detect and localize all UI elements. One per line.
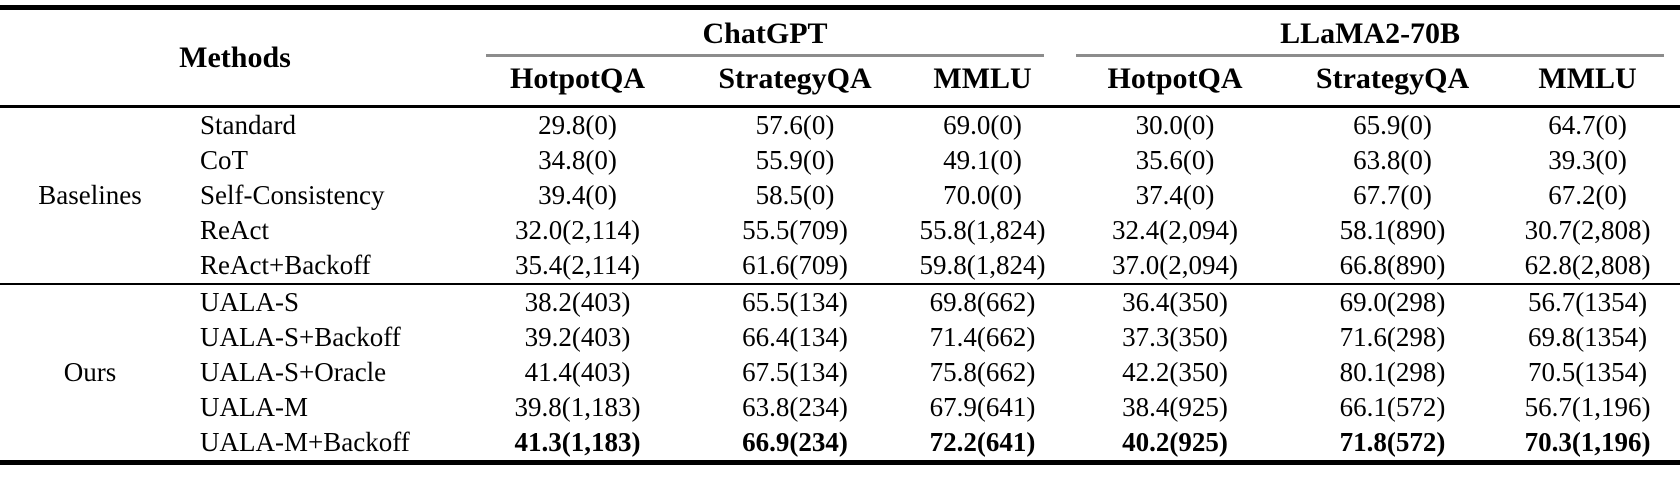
value-cell: 80.1(298)	[1339, 357, 1446, 388]
method-name: Self-Consistency	[200, 180, 385, 211]
method-name: Standard	[200, 110, 296, 141]
value-cell: 55.8(1,824)	[919, 215, 1046, 246]
value-cell: 69.0(0)	[943, 110, 1022, 141]
value-cell: 57.6(0)	[755, 110, 835, 141]
table-row-uala-s: Ours UALA-S 38.2(403) 65.5(134) 69.8(662…	[0, 283, 1680, 463]
model-group-llama2-70b: LLaMA2-70B	[1060, 8, 1680, 57]
value-cell: 56.7(1,196)	[1524, 392, 1651, 423]
table-body: Baselines Standard 29.8(0) 57.6(0) 69.0(…	[0, 107, 1680, 463]
method-name: UALA-S	[170, 283, 471, 320]
method-name: ReAct+Backoff	[200, 250, 371, 281]
value-cell: 64.7(0)	[1548, 110, 1627, 141]
value-cell: 37.0(2,094)	[1112, 250, 1239, 281]
results-table: Methods ChatGPT LLaMA2-70B HotpotQA Stra…	[0, 5, 1680, 465]
method-name: UALA-S+Backoff	[200, 322, 401, 353]
dataset-header-row: HotpotQA StrategyQA MMLU HotpotQA Strate…	[0, 57, 1680, 108]
col-header-llama-mmlu: MMLU	[1495, 57, 1680, 108]
value-cell: 38.4(925)	[1122, 392, 1228, 423]
value-cell: 63.8(0)	[1353, 145, 1432, 176]
value-cell: 61.6(709)	[742, 250, 848, 281]
value-cell: 41.4(403)	[524, 357, 631, 388]
value-cell: 39.8(1,183)	[514, 392, 641, 423]
value-cell: 66.9(234)	[742, 427, 848, 458]
table-row-uala-m: UALA-M 39.8(1,183) 63.8(234) 67.9(641) 3…	[0, 390, 1680, 425]
value-cell: 66.8(890)	[1339, 250, 1446, 281]
value-cell: 41.3(1,183)	[514, 427, 641, 458]
model-group-llama2-70b-label: LLaMA2-70B	[1076, 17, 1665, 57]
value-cell: 40.2(925)	[1122, 427, 1228, 458]
section-label-baselines: Baselines	[38, 180, 142, 211]
value-cell: 66.4(134)	[742, 322, 848, 353]
value-cell: 69.8(662)	[905, 283, 1061, 320]
table-header: Methods ChatGPT LLaMA2-70B HotpotQA Stra…	[0, 7, 1680, 108]
value-cell: 56.7(1354)	[1495, 283, 1680, 320]
value-cell: 39.4(0)	[538, 180, 617, 211]
method-name: UALA-M+Backoff	[200, 427, 410, 458]
method-name: UALA-S+Oracle	[200, 357, 387, 388]
value-cell: 65.9(0)	[1353, 110, 1432, 141]
value-cell: 32.4(2,094)	[1112, 215, 1239, 246]
value-cell: 67.7(0)	[1353, 180, 1432, 211]
table-row-uala-s-oracle: UALA-S+Oracle 41.4(403) 67.5(134) 75.8(6…	[0, 355, 1680, 390]
value-cell: 37.3(350)	[1122, 322, 1228, 353]
col-header-chatgpt-strategyqa: StrategyQA	[685, 57, 906, 108]
value-cell: 38.2(403)	[470, 283, 686, 320]
col-header-llama-hotpotqa: HotpotQA	[1060, 57, 1291, 108]
value-cell: 34.8(0)	[538, 145, 617, 176]
value-cell: 58.1(890)	[1339, 215, 1446, 246]
value-cell: 35.6(0)	[1135, 145, 1215, 176]
methods-column-header: Methods	[0, 7, 471, 108]
value-cell: 69.0(298)	[1290, 283, 1496, 320]
table-row-uala-s-backoff: UALA-S+Backoff 39.2(403) 66.4(134) 71.4(…	[0, 320, 1680, 355]
col-header-chatgpt-mmlu: MMLU	[905, 57, 1061, 108]
section-label-ours: Ours	[0, 283, 170, 463]
value-cell: 75.8(662)	[929, 357, 1036, 388]
value-cell: 71.6(298)	[1339, 322, 1446, 353]
value-cell: 70.3(1,196)	[1524, 427, 1651, 458]
value-cell: 70.0(0)	[943, 180, 1022, 211]
value-cell: 69.8(1354)	[1527, 322, 1648, 353]
value-cell: 67.9(641)	[929, 392, 1036, 423]
table-row-react-backoff: ReAct+Backoff 35.4(2,114) 61.6(709) 59.8…	[0, 248, 1680, 284]
value-cell: 36.4(350)	[1060, 283, 1291, 320]
value-cell: 29.8(0)	[538, 110, 617, 141]
value-cell: 65.5(134)	[685, 283, 906, 320]
table-row-react: ReAct 32.0(2,114) 55.5(709) 55.8(1,824) …	[0, 213, 1680, 248]
table-row-cot: CoT 34.8(0) 55.9(0) 49.1(0) 35.6(0) 63.8…	[0, 143, 1680, 178]
value-cell: 71.4(662)	[929, 322, 1036, 353]
method-name: ReAct	[200, 215, 269, 246]
value-cell: 32.0(2,114)	[515, 215, 640, 246]
value-cell: 30.0(0)	[1135, 110, 1215, 141]
col-header-llama-strategyqa: StrategyQA	[1290, 57, 1496, 108]
value-cell: 67.2(0)	[1548, 180, 1627, 211]
value-cell: 62.8(2,808)	[1524, 250, 1651, 281]
value-cell: 59.8(1,824)	[919, 250, 1046, 281]
value-cell: 72.2(641)	[929, 427, 1036, 458]
method-name: CoT	[200, 145, 249, 176]
value-cell: 39.3(0)	[1548, 145, 1627, 176]
value-cell: 70.5(1354)	[1527, 357, 1648, 388]
value-cell: 67.5(134)	[742, 357, 848, 388]
model-group-chatgpt: ChatGPT	[470, 8, 1060, 57]
value-cell: 49.1(0)	[943, 145, 1022, 176]
value-cell: 42.2(350)	[1122, 357, 1228, 388]
model-group-row: Methods ChatGPT LLaMA2-70B	[0, 7, 1680, 108]
value-cell: 37.4(0)	[1135, 180, 1215, 211]
table-row-self-consistency: Self-Consistency 39.4(0) 58.5(0) 70.0(0)…	[0, 178, 1680, 213]
col-header-chatgpt-hotpotqa: HotpotQA	[470, 57, 686, 108]
method-name: UALA-M	[200, 392, 308, 423]
table-row-uala-m-backoff: UALA-M+Backoff 41.3(1,183) 66.9(234) 72.…	[0, 425, 1680, 463]
value-cell: 66.1(572)	[1339, 392, 1446, 423]
value-cell: 58.5(0)	[755, 180, 835, 211]
table-row-standard: Baselines Standard 29.8(0) 57.6(0) 69.0(…	[0, 107, 1680, 209]
value-cell: 71.8(572)	[1339, 427, 1446, 458]
value-cell: 55.5(709)	[742, 215, 848, 246]
value-cell: 30.7(2,808)	[1524, 215, 1651, 246]
value-cell: 55.9(0)	[755, 145, 835, 176]
value-cell: 39.2(403)	[524, 322, 631, 353]
value-cell: 35.4(2,114)	[515, 250, 640, 281]
model-group-chatgpt-label: ChatGPT	[486, 17, 1045, 57]
value-cell: 63.8(234)	[742, 392, 848, 423]
